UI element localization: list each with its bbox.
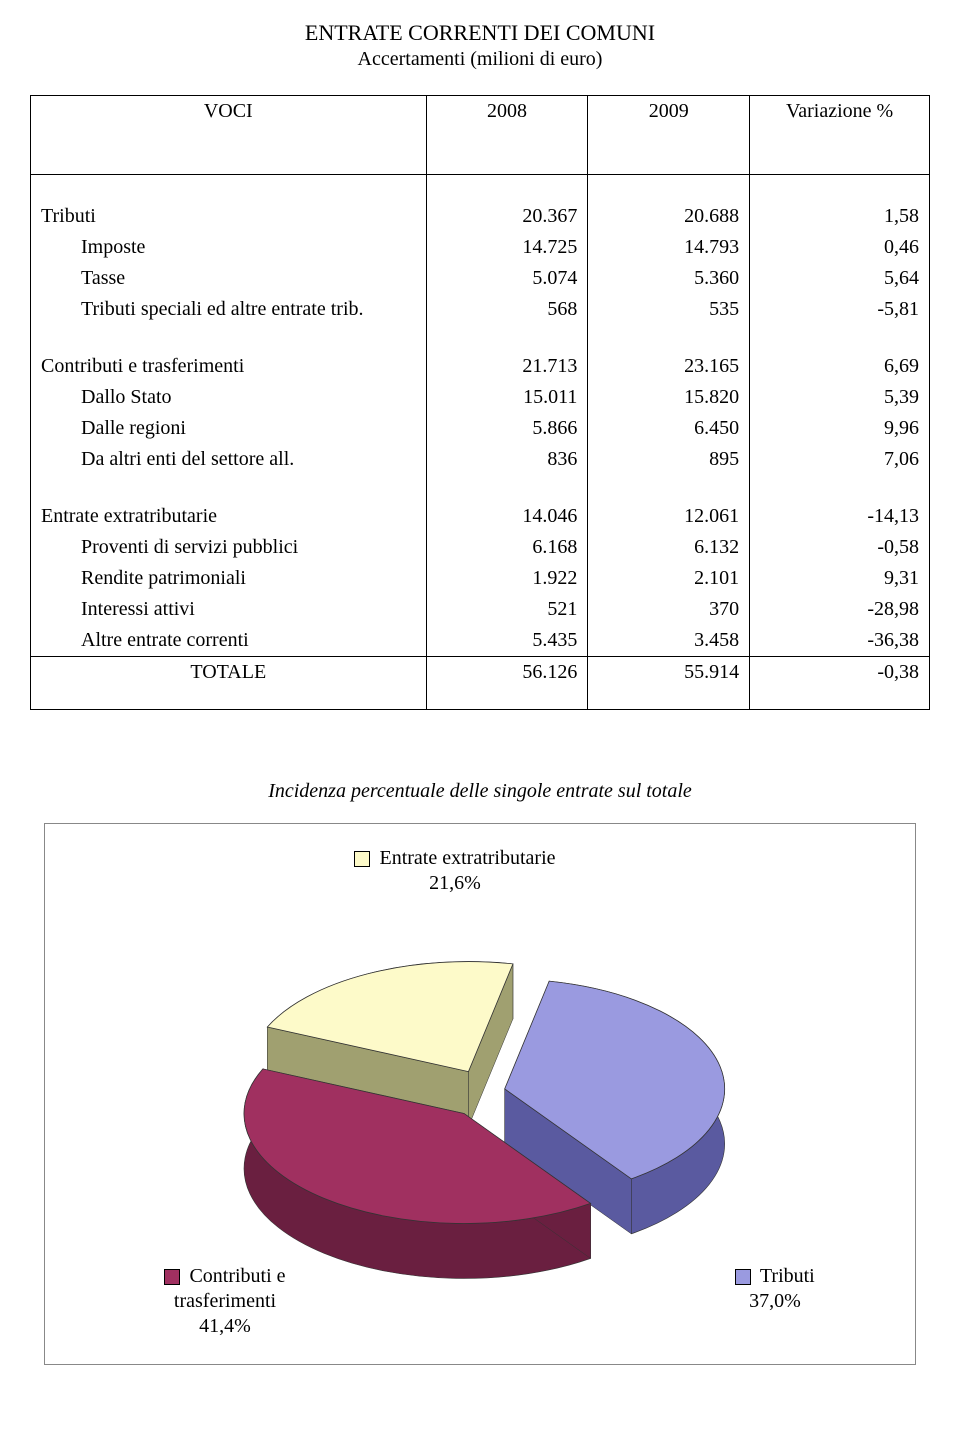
pie-chart: Entrate extratributarie 21,6% Tributi 37…	[44, 823, 916, 1365]
table-row: Da altri enti del settore all. 836 895 7…	[31, 444, 930, 475]
legend-tributi: Tributi 37,0%	[685, 1264, 865, 1314]
table-row: Dalle regioni 5.866 6.450 9,96	[31, 413, 930, 444]
legend-extratributarie: Entrate extratributarie 21,6%	[325, 846, 585, 896]
totale-row: TOTALE 56.126 55.914 -0,38	[31, 657, 930, 710]
legend-pct: 21,6%	[429, 872, 481, 894]
legend-pct: 37,0%	[749, 1290, 801, 1312]
legend-pct: 41,4%	[199, 1315, 251, 1337]
th-var: Variazione %	[750, 96, 930, 175]
chart-caption: Incidenza percentuale delle singole entr…	[30, 780, 930, 803]
table-header-row: VOCI 2008 2009 Variazione %	[31, 96, 930, 175]
table-row: Altre entrate correnti 5.435 3.458 -36,3…	[31, 625, 930, 657]
table-row: Interessi attivi 521 370 -28,98	[31, 594, 930, 625]
legend-label: Contributi e trasferimenti	[174, 1265, 286, 1312]
table-row: Proventi di servizi pubblici 6.168 6.132…	[31, 532, 930, 563]
th-2009: 2009	[588, 96, 750, 175]
th-voci: VOCI	[31, 96, 427, 175]
data-table: VOCI 2008 2009 Variazione % Tributi 20.3…	[30, 95, 930, 710]
th-2008: 2008	[426, 96, 588, 175]
page-title: ENTRATE CORRENTI DEI COMUNI	[30, 20, 930, 46]
table-row: Contributi e trasferimenti 21.713 23.165…	[31, 351, 930, 382]
legend-label: Entrate extratributarie	[379, 847, 555, 869]
table-row: Imposte 14.725 14.793 0,46	[31, 232, 930, 263]
table-row: Entrate extratributarie 14.046 12.061 -1…	[31, 501, 930, 532]
table-row: Rendite patrimoniali 1.922 2.101 9,31	[31, 563, 930, 594]
legend-label: Tributi	[760, 1265, 815, 1287]
legend-swatch-icon	[735, 1269, 751, 1285]
table-row: Tributi 20.367 20.688 1,58	[31, 201, 930, 232]
legend-contributi: Contributi e trasferimenti 41,4%	[125, 1264, 325, 1339]
legend-swatch-icon	[354, 851, 370, 867]
page-subtitle: Accertamenti (milioni di euro)	[30, 48, 930, 71]
table-row: Dallo Stato 15.011 15.820 5,39	[31, 382, 930, 413]
legend-swatch-icon	[164, 1269, 180, 1285]
table-row: Tasse 5.074 5.360 5,64	[31, 263, 930, 294]
table-row: Tributi speciali ed altre entrate trib. …	[31, 294, 930, 325]
